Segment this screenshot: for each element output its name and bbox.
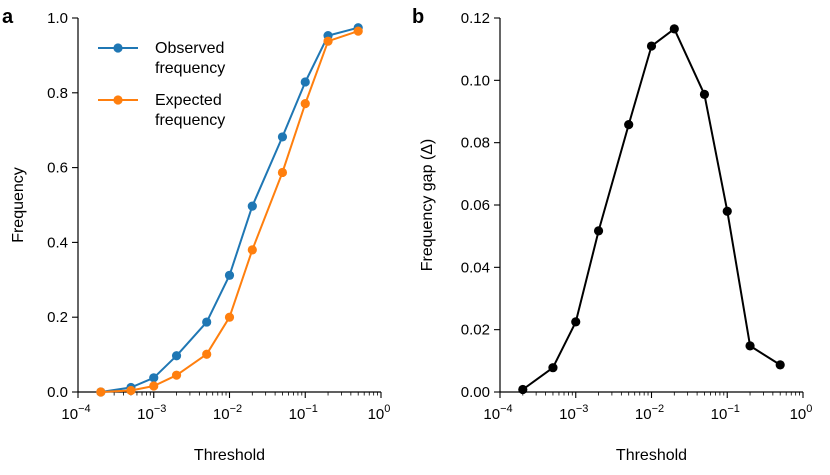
y-axis-label: Frequency gap (Δ) xyxy=(419,139,436,272)
data-point xyxy=(149,373,159,383)
x-tick-label: 100 xyxy=(368,403,391,423)
data-point xyxy=(300,77,310,87)
y-tick-label: 0.04 xyxy=(461,259,490,276)
x-tick-label: 10−3 xyxy=(559,403,588,423)
x-tick-label: 10−1 xyxy=(711,403,740,423)
data-point xyxy=(300,99,310,109)
data-point xyxy=(149,381,159,391)
y-tick-label: 0.12 xyxy=(461,10,490,27)
x-tick-label: 10−4 xyxy=(483,403,512,423)
panel-letter-a: a xyxy=(2,6,14,28)
data-point xyxy=(96,387,106,397)
panel-b-chart: 10−4 10−3 10−2 10−1 100 0.00 0.02 0.04 0.06 0.08 0… xyxy=(419,10,812,464)
y-tick-label: 0.0 xyxy=(47,384,68,401)
series-line xyxy=(522,27,781,391)
y-tick-label: 0.08 xyxy=(461,135,490,152)
data-point xyxy=(518,384,528,395)
series-line xyxy=(100,30,359,393)
data-point xyxy=(277,167,288,178)
x-tick-label: 100 xyxy=(790,403,813,423)
x-tick-label: 10−4 xyxy=(61,403,90,423)
data-point xyxy=(247,245,257,255)
legend-entry: Observed frequency xyxy=(155,40,225,77)
series-line xyxy=(100,26,359,393)
data-point xyxy=(171,351,182,361)
data-point xyxy=(126,385,136,396)
data-point xyxy=(548,363,558,373)
x-tick-label: 10−2 xyxy=(635,403,664,423)
x-tick-label: 10−3 xyxy=(137,403,166,423)
x-axis-label: Threshold xyxy=(194,447,265,464)
data-point xyxy=(699,89,710,99)
data-point xyxy=(669,24,679,34)
data-point xyxy=(722,206,732,216)
y-tick-label: 0.00 xyxy=(461,384,490,401)
legend-marker xyxy=(113,95,123,105)
y-tick-label: 0.06 xyxy=(461,197,490,214)
y-tick-label: 0.4 xyxy=(47,234,68,251)
panel-a-chart: 10−4 10−3 10−2 10−1 100 0.0 0.2 0.4 0.6 0.8 1.0 Thr… xyxy=(10,10,390,464)
y-tick-label: 0.6 xyxy=(47,160,68,177)
x-tick-label: 10−2 xyxy=(213,403,242,423)
data-point xyxy=(353,26,363,36)
data-point xyxy=(277,132,288,142)
panel-letter-b: b xyxy=(412,6,424,28)
data-point xyxy=(571,317,581,327)
data-point xyxy=(775,360,785,370)
data-point xyxy=(224,270,235,280)
data-point xyxy=(247,201,257,211)
data-point xyxy=(624,119,634,130)
data-point xyxy=(323,36,333,46)
data-point xyxy=(745,341,755,351)
legend-entry: Expected frequency xyxy=(155,92,225,129)
data-point xyxy=(646,41,657,51)
data-point xyxy=(202,349,212,359)
y-tick-label: 0.02 xyxy=(461,322,490,339)
y-axis-label: Frequency xyxy=(10,167,27,243)
data-point xyxy=(202,317,212,327)
data-point xyxy=(224,312,235,322)
y-tick-label: 0.10 xyxy=(461,72,490,89)
data-point xyxy=(593,226,604,236)
y-tick-label: 0.8 xyxy=(47,85,68,102)
legend-marker xyxy=(113,43,123,53)
y-tick-label: 0.2 xyxy=(47,309,68,326)
y-tick-label: 1.0 xyxy=(47,10,68,27)
x-tick-label: 10−1 xyxy=(289,403,318,423)
x-axis-label: Threshold xyxy=(616,447,687,464)
data-point xyxy=(171,370,182,380)
